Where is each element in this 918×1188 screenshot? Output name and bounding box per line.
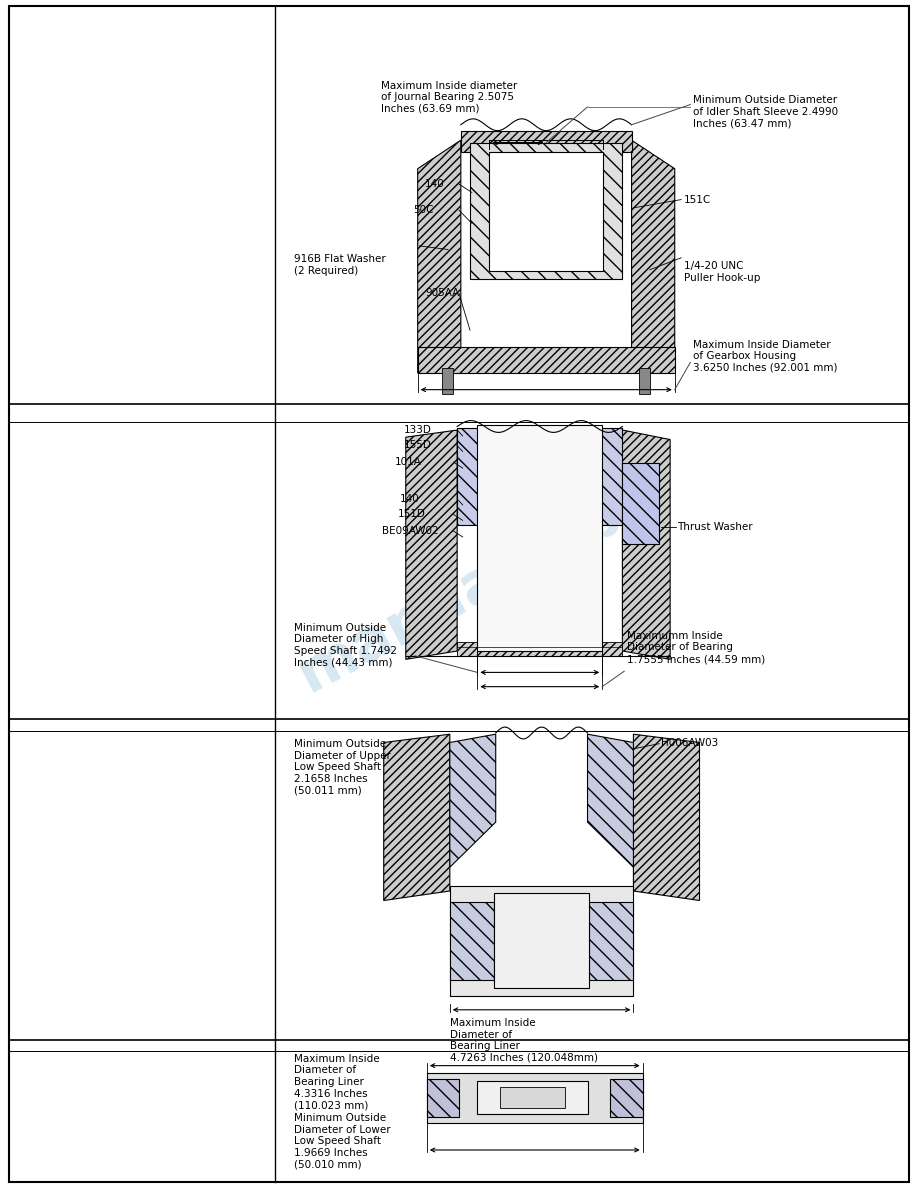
Polygon shape [588, 734, 633, 867]
Text: Maximum Inside diameter
of Journal Bearing 2.5075
Inches (63.69 mm): Maximum Inside diameter of Journal Beari… [381, 81, 517, 114]
Bar [589, 902, 633, 980]
Bar [457, 642, 622, 656]
Bar [457, 428, 622, 525]
Text: Maximum Inside Diameter
of Gearbox Housing
3.6250 Inches (92.001 mm): Maximum Inside Diameter of Gearbox Housi… [693, 340, 837, 373]
Text: 1/4-20 UNC
Puller Hook-up: 1/4-20 UNC Puller Hook-up [684, 261, 760, 283]
Text: Thrust Washer: Thrust Washer [677, 523, 753, 532]
Bar [450, 902, 494, 980]
Text: Maximum Inside
Diameter of
Bearing Liner
4.3316 Inches
(110.023 mm): Maximum Inside Diameter of Bearing Liner… [294, 1054, 379, 1110]
Bar [622, 463, 659, 544]
Bar [494, 893, 589, 988]
Text: Minimum Outside
Diameter of High
Speed Shaft 1.7492
Inches (44.43 mm): Minimum Outside Diameter of High Speed S… [294, 623, 397, 668]
Text: H006AW03: H006AW03 [661, 738, 718, 747]
Text: 140: 140 [400, 494, 420, 504]
Bar [461, 131, 632, 152]
Polygon shape [633, 734, 700, 901]
Text: 155D: 155D [404, 441, 431, 450]
Text: 151C: 151C [684, 195, 711, 204]
Text: 101A: 101A [395, 457, 421, 467]
Polygon shape [418, 140, 461, 373]
Text: Minimum Outside Diameter
of Idler Shaft Sleeve 2.4990
Inches (63.47 mm): Minimum Outside Diameter of Idler Shaft … [693, 95, 838, 128]
Bar [418, 347, 675, 373]
Text: 133D: 133D [404, 425, 431, 435]
Text: 916B Flat Washer
(2 Required): 916B Flat Washer (2 Required) [294, 254, 386, 276]
Bar [477, 1081, 588, 1114]
Text: 140: 140 [425, 179, 445, 189]
Bar [442, 368, 453, 394]
Polygon shape [622, 430, 670, 659]
Bar [610, 1079, 643, 1117]
Bar [470, 143, 622, 279]
Text: Maximum Inside
Diameter of
Bearing Liner
4.7263 Inches (120.048mm): Maximum Inside Diameter of Bearing Liner… [450, 1018, 598, 1063]
Polygon shape [450, 734, 496, 867]
Text: 905AA: 905AA [425, 289, 459, 298]
Bar [500, 1087, 565, 1108]
Text: BE09AW02: BE09AW02 [382, 526, 439, 536]
Text: Minimum Outside
Diameter of Upper
Low Speed Shaft
2.1658 Inches
(50.011 mm): Minimum Outside Diameter of Upper Low Sp… [294, 739, 391, 795]
Text: 50C: 50C [413, 206, 433, 215]
Text: Maximumm Inside
Diameter of Bearing
1.7555 inches (44.59 mm): Maximumm Inside Diameter of Bearing 1.75… [627, 631, 766, 664]
Polygon shape [384, 734, 450, 901]
Text: manualslib: manualslib [287, 485, 631, 703]
Bar [489, 152, 603, 271]
Polygon shape [406, 430, 457, 659]
Text: Minimum Outside
Diameter of Lower
Low Speed Shaft
1.9669 Inches
(50.010 mm): Minimum Outside Diameter of Lower Low Sp… [294, 1113, 390, 1169]
Polygon shape [632, 140, 675, 373]
Bar [639, 368, 650, 394]
Bar [477, 425, 602, 651]
Bar [450, 886, 633, 996]
Bar [427, 1079, 459, 1117]
Text: 151D: 151D [397, 510, 425, 519]
Bar [427, 1073, 643, 1123]
